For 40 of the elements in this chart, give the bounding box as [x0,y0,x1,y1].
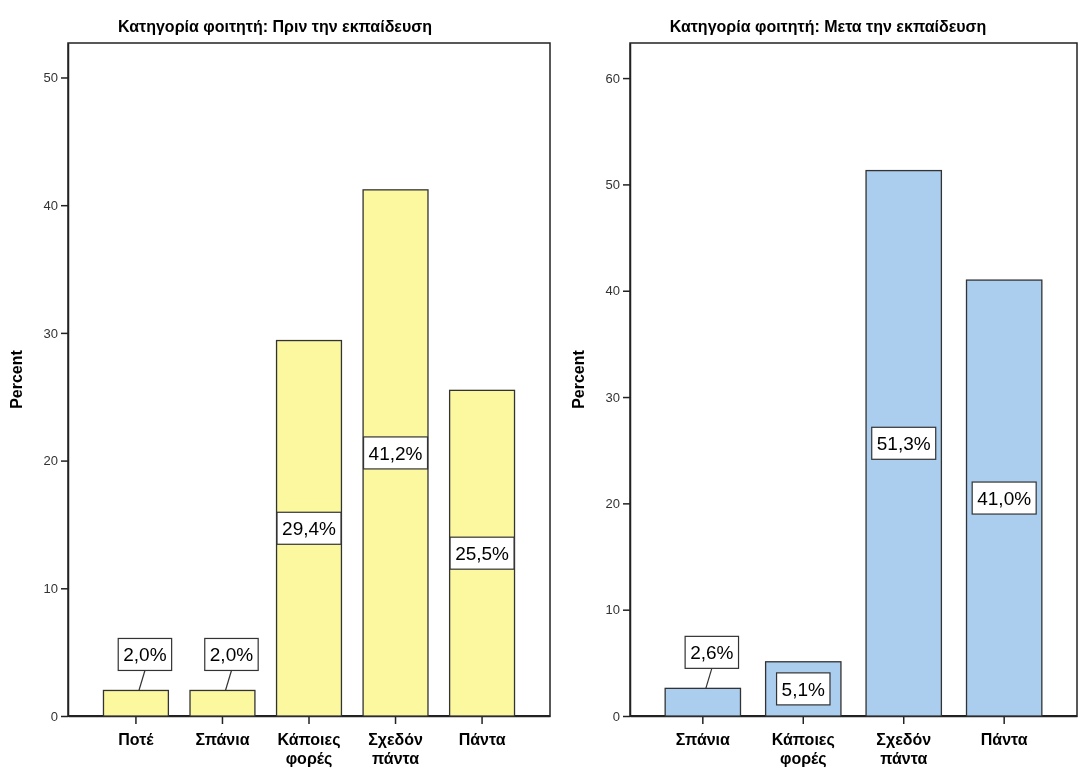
y-axis-title: Percent [570,349,587,409]
x-tick-label: Σχεδόν πάντα [876,731,932,767]
x-tick-label: Πάντα [458,731,506,749]
y-tick-label: 50 [605,177,620,193]
data-label: 41,0% [977,488,1032,510]
data-label: 2,0% [123,644,167,666]
y-tick-label: 10 [43,580,58,596]
data-label: 51,3% [876,433,931,455]
bar [965,279,1043,717]
bar [362,189,429,717]
y-tick-label: 30 [605,389,620,405]
data-label: 2,0% [209,644,254,666]
y-tick-label: 30 [43,325,58,341]
data-label: 29,4% [282,518,337,540]
x-tick-label: Πάντα [980,731,1028,749]
data-label: 5,1% [781,678,826,700]
y-tick-label: 10 [605,602,620,618]
y-tick-label: 20 [605,496,620,512]
data-label: 2,6% [690,642,734,664]
y-tick-label: 0 [612,708,620,724]
data-label: 25,5% [455,543,510,565]
data-label: 41,2% [368,442,423,464]
x-tick-label: Σπάνια [195,731,250,749]
y-tick-label: 60 [605,70,620,86]
bar [448,389,516,717]
y-tick-label: 50 [43,70,58,86]
bar [865,169,943,717]
y-axis-title: Percent [8,349,25,409]
x-tick-label: Κάποιες φορές [771,731,835,768]
y-tick-label: 40 [43,197,58,213]
y-tick-label: 40 [605,283,620,299]
y-tick-label: 0 [50,708,58,724]
x-tick-label: Σχεδόν πάντα [368,731,424,767]
chart-title: Κατηγορία φοιτητή: Πριν την εκπαίδευση [118,18,432,35]
y-tick-label: 20 [43,453,58,469]
chart-title: Κατηγορία φοιτητή: Μετα την εκπαίδευση [669,18,987,35]
x-tick-label: Σπάνια [675,731,731,749]
x-tick-label: Κάποιες φορές [277,731,341,768]
x-tick-label: Ποτέ [118,731,155,749]
bar [275,339,343,717]
